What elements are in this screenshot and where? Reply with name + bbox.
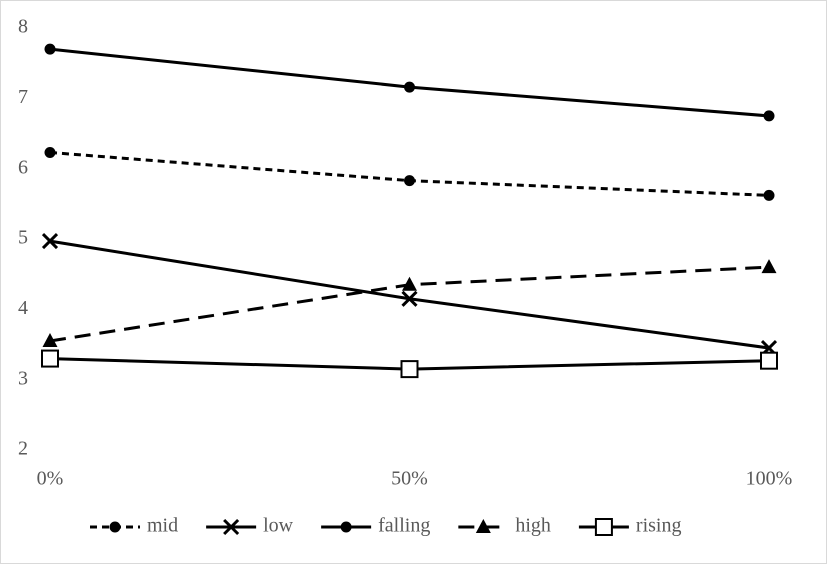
legend-label: falling [378, 515, 430, 537]
data-point [760, 351, 778, 370]
y-tick-label: 2 [18, 438, 28, 460]
data-point [41, 349, 59, 368]
data-point [404, 81, 415, 93]
x-tick-label: 0% [37, 468, 64, 490]
data-point [763, 110, 775, 122]
data-point [761, 259, 777, 274]
y-tick-label: 7 [18, 86, 28, 108]
data-point [401, 290, 418, 307]
y-tick-label: 4 [18, 297, 28, 319]
data-point [404, 175, 415, 187]
y-tick-label: 5 [18, 227, 28, 249]
y-tick-label: 3 [18, 367, 28, 389]
data-point [44, 43, 56, 55]
y-tick-label: 6 [18, 156, 28, 178]
legend-marker [340, 521, 352, 533]
legend-marker [109, 521, 121, 533]
x-tick-label: 50% [391, 468, 428, 490]
legend-marker [475, 519, 491, 533]
data-point [41, 233, 59, 250]
x-tick-label: 100% [746, 468, 793, 490]
y-tick-label: 8 [18, 16, 28, 38]
legend-label: rising [636, 515, 682, 537]
legend-marker [223, 518, 240, 536]
legend-label: low [263, 515, 294, 537]
data-point [44, 146, 56, 158]
legend-label: mid [147, 515, 178, 537]
legend-marker [594, 518, 613, 536]
data-point [400, 360, 419, 379]
data-point [402, 276, 417, 291]
legend-label: high [515, 515, 551, 537]
data-point [763, 189, 775, 201]
data-point [42, 332, 58, 347]
